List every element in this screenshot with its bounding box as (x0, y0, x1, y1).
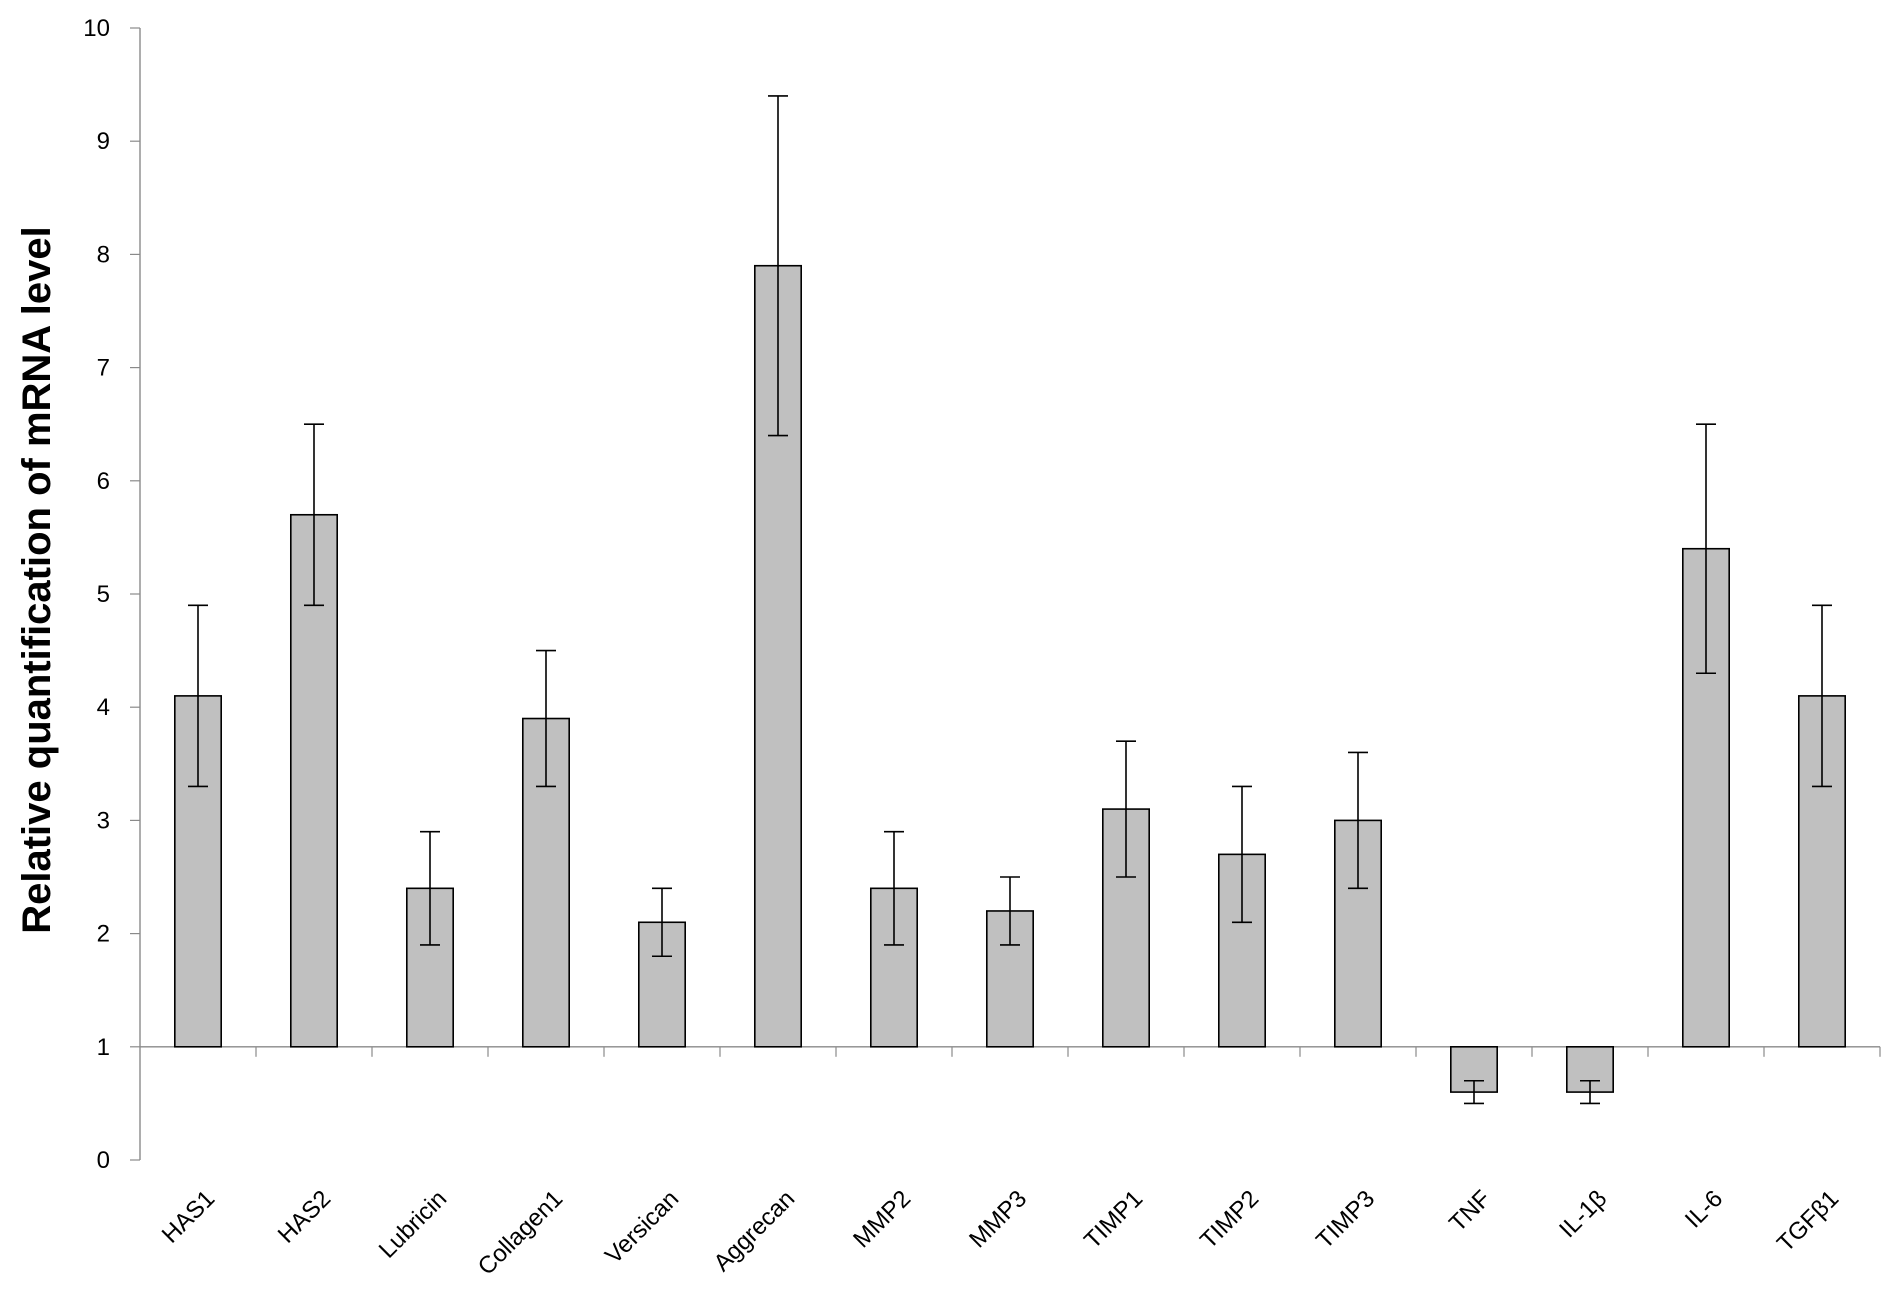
y-tick-label: 10 (83, 15, 110, 42)
x-tick-label: HAS2 (273, 1185, 336, 1248)
y-tick-label: 7 (97, 355, 110, 382)
y-tick-label: 6 (97, 468, 110, 495)
x-tick-label: Versican (600, 1185, 684, 1269)
x-tick-label: MMP3 (964, 1185, 1032, 1253)
y-tick-label: 8 (97, 241, 110, 268)
y-tick-label: 1 (97, 1034, 110, 1061)
y-tick-label: 5 (97, 581, 110, 608)
y-tick-label: 0 (97, 1147, 110, 1174)
bar-mmp2 (869, 887, 918, 1048)
error-bars (188, 95, 1832, 1105)
y-axis-label: Relative quantification of mRNA level (15, 226, 59, 934)
x-tick-label: IL-6 (1680, 1185, 1728, 1233)
x-tick-label: MMP2 (848, 1185, 916, 1253)
y-tick-label: 3 (97, 807, 110, 834)
x-tick-label: HAS1 (157, 1185, 220, 1248)
x-tick-label: Lubricin (374, 1185, 453, 1264)
x-tick-labels: HAS1 HAS2 Lubricin Collagen1 Versican Aggreca… (157, 1185, 1844, 1281)
bar-il-6 (1682, 547, 1731, 1048)
x-tick-label: Aggrecan (708, 1185, 800, 1277)
x-axis (140, 1046, 1881, 1057)
bars (174, 264, 1847, 1093)
x-tick-label: TNF (1444, 1185, 1496, 1237)
y-tick-label: 4 (97, 694, 110, 721)
x-tick-label: TGFβ1 (1772, 1185, 1844, 1257)
x-tick-label: Collagen1 (473, 1185, 569, 1281)
y-tick-label: 9 (97, 128, 110, 155)
y-axis: 0 1 2 3 4 5 6 7 8 9 10 (83, 15, 141, 1174)
x-tick-label: IL-1β (1554, 1185, 1612, 1243)
x-tick-label: TIMP1 (1079, 1185, 1148, 1254)
x-tick-label: TIMP2 (1195, 1185, 1264, 1254)
y-tick-label: 2 (97, 921, 110, 948)
x-tick-label: TIMP3 (1311, 1185, 1380, 1254)
